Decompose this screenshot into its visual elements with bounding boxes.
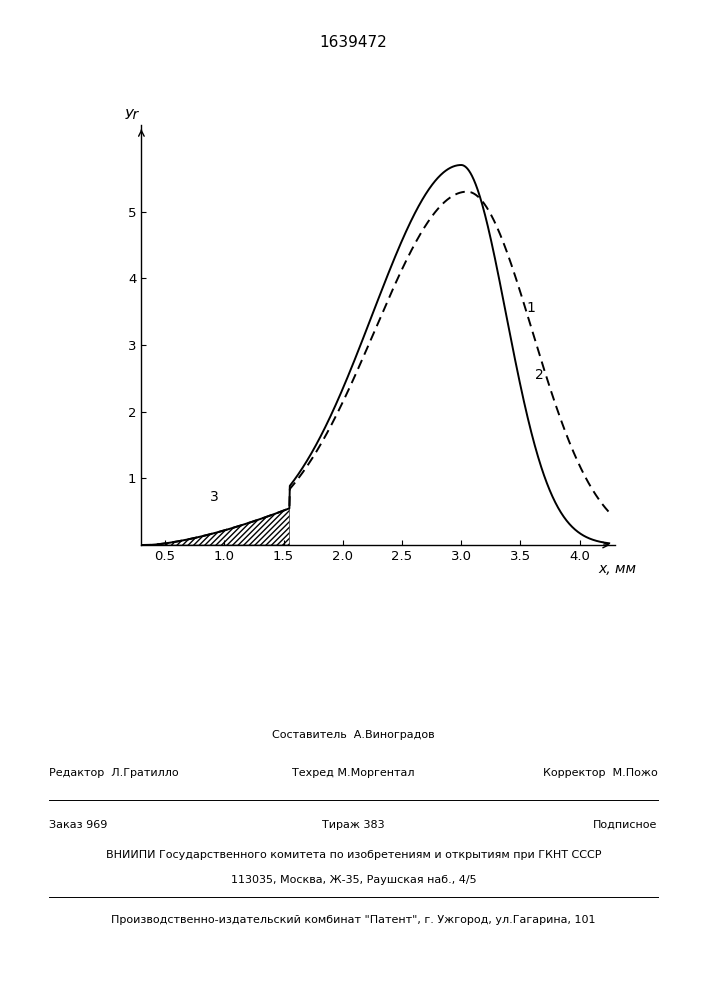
- Text: 113035, Москва, Ж-35, Раушская наб., 4/5: 113035, Москва, Ж-35, Раушская наб., 4/5: [230, 875, 477, 885]
- Text: 2: 2: [534, 368, 543, 382]
- Text: Редактор  Л.Гратилло: Редактор Л.Гратилло: [49, 768, 179, 778]
- Text: Подписное: Подписное: [593, 820, 658, 830]
- Text: 1: 1: [526, 301, 535, 315]
- Text: Заказ 969: Заказ 969: [49, 820, 108, 830]
- Text: x, мм: x, мм: [598, 562, 636, 576]
- Text: 1639472: 1639472: [320, 35, 387, 50]
- Text: Техред М.Моргентал: Техред М.Моргентал: [292, 768, 415, 778]
- Text: 3: 3: [210, 490, 219, 504]
- Text: Уr: Уr: [125, 108, 139, 122]
- Text: ВНИИПИ Государственного комитета по изобретениям и открытиям при ГКНТ СССР: ВНИИПИ Государственного комитета по изоб…: [106, 850, 601, 860]
- Text: Производственно-издательский комбинат "Патент", г. Ужгород, ул.Гагарина, 101: Производственно-издательский комбинат "П…: [111, 915, 596, 925]
- Text: Тираж 383: Тираж 383: [322, 820, 385, 830]
- Text: Составитель  А.Виноградов: Составитель А.Виноградов: [272, 730, 435, 740]
- Text: Корректор  М.Пожо: Корректор М.Пожо: [543, 768, 658, 778]
